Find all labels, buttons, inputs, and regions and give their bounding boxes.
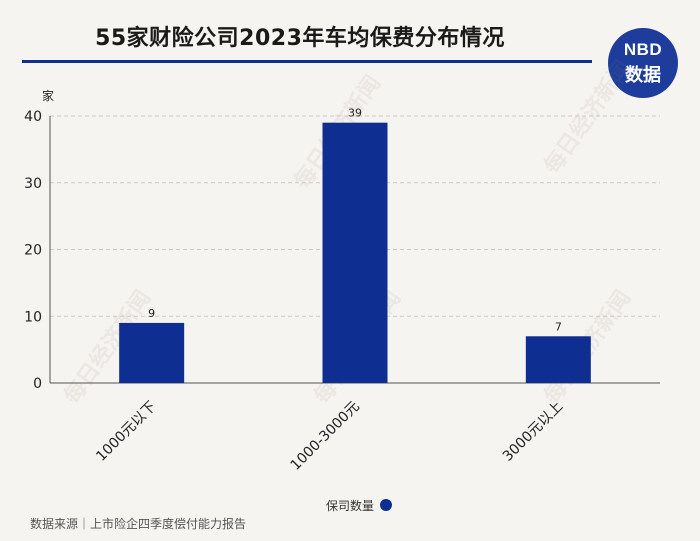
- y-tick-label-30: 30: [24, 176, 42, 192]
- data-label-1: 9: [148, 307, 155, 320]
- y-axis-label: 家: [42, 88, 54, 103]
- y-tick-label-40: 40: [24, 109, 42, 125]
- y-tick-label-20: 20: [24, 243, 42, 259]
- x-tick-label-1: 1000元以下: [93, 399, 159, 465]
- bar-1: [119, 322, 185, 383]
- source-note: 数据来源｜上市险企四季度偿付能力报告: [30, 517, 247, 531]
- logo-text-data: 数据: [625, 65, 661, 86]
- nbd-logo: NBD 数据: [608, 28, 678, 98]
- x-tick-label-3: 3000元以上: [500, 399, 566, 465]
- data-label-3: 7: [555, 320, 562, 333]
- data-label-2: 39: [348, 107, 362, 120]
- bar-3: [525, 336, 591, 383]
- legend: 保司数量: [326, 497, 393, 513]
- logo-text-nbd: NBD: [623, 40, 663, 59]
- bar-2: [322, 122, 388, 384]
- legend-swatch: [380, 499, 393, 511]
- title-underline: [22, 60, 592, 63]
- y-tick-label-0: 0: [33, 376, 42, 392]
- chart-title: 55家财险公司2023年车均保费分布情况: [95, 26, 505, 51]
- x-tick-label-2: 1000-3000元: [288, 399, 363, 474]
- legend-label: 保司数量: [326, 498, 375, 513]
- y-tick-label-10: 10: [24, 309, 42, 325]
